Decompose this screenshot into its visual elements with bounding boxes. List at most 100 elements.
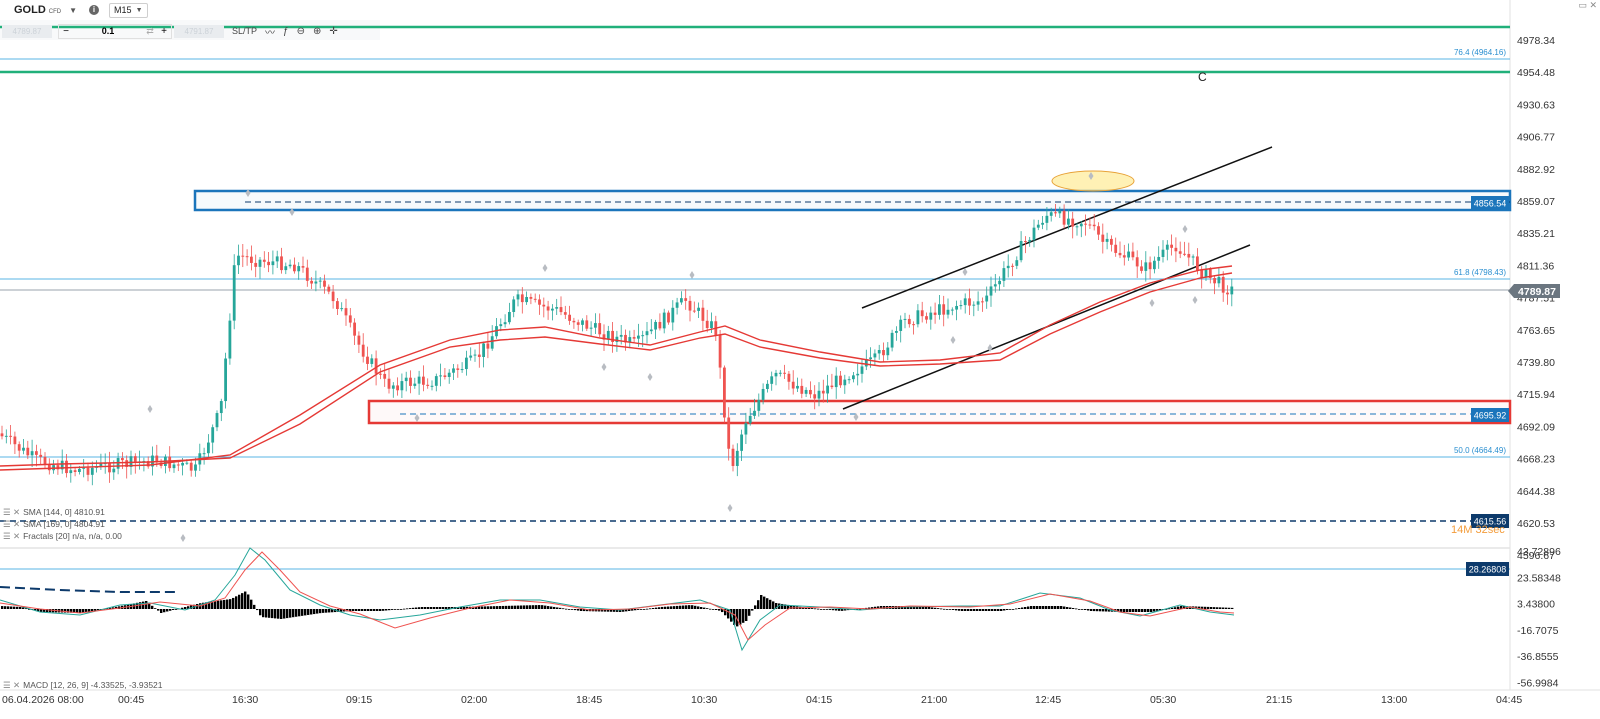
symbol-dropdown-icon[interactable]: ▼ [69,5,78,15]
resistance-price-label-bg [1471,196,1509,210]
macd-histogram-bar [622,609,625,612]
plus-icon[interactable]: + [161,25,167,37]
candle-body [723,367,726,418]
candle-body [499,324,503,327]
macd-histogram-bar [1213,607,1216,609]
macd-histogram-bar [214,601,217,609]
fractal-icon [1088,172,1094,180]
macd-histogram-bar [1093,609,1096,612]
macd-histogram-bar [817,608,820,610]
indicator-settings-icon[interactable]: ☰ ✕ [3,531,21,541]
macd-histogram-bar [568,609,571,610]
macd-histogram-bar [520,605,523,609]
candle-body [813,394,817,399]
candle-body [598,323,602,335]
macd-histogram-bar [436,607,439,609]
macd-histogram-bar [604,609,607,612]
macd-histogram-bar [535,605,538,609]
indicator-macd[interactable]: ☰ ✕ MACD [12, 26, 9] -4.33525, -3.93521 [3,680,163,691]
macd-histogram-bar [226,599,229,609]
macd-histogram-bar [259,609,262,616]
zoom-in-icon[interactable]: ⊕ [312,25,322,37]
volume-stepper[interactable]: − 0.1 ⇄ + [58,23,172,39]
candle-body [396,385,399,391]
candle-body [938,304,941,315]
macd-histogram-bar [961,609,964,611]
candle-body [447,372,451,377]
candle-body [998,280,1001,285]
crosshair-icon[interactable]: ✛ [329,25,338,37]
macd-histogram-bar [1180,606,1183,609]
time-axis-label: 12:45 [1035,694,1061,706]
macd-histogram-bar [106,608,109,610]
candle-body [692,310,696,312]
macd-histogram-bar [331,609,334,613]
one-click-trading-bar: 4789.87 − 0.1 ⇄ + 4791.87 SL/TP 〰 ƒ ⊖ ⊕ … [0,23,338,39]
macd-histogram-bar [1057,606,1060,609]
macd-histogram-bar [1039,606,1042,609]
macd-histogram-bar [910,606,913,609]
macd-histogram-bar [4,606,7,609]
time-axis-label: 02:00 [461,694,487,706]
macd-histogram-bar [646,608,649,610]
macd-histogram-bar [940,608,943,610]
macd-histogram-bar [82,609,85,613]
window-controls[interactable]: ▭ ✕ [1578,0,1597,10]
candle-body [409,377,412,386]
macd-histogram-bar [1174,607,1177,609]
candle-body [1079,223,1083,227]
macd-histogram-bar [202,602,205,609]
symbol-name[interactable]: GOLD [14,4,46,16]
price-axis-tick: 4930.63 [1517,99,1555,111]
candle-body [744,423,748,435]
candle-body [877,350,881,354]
candle-body [245,256,249,258]
info-icon[interactable]: i [89,5,100,15]
sltp-button[interactable]: SL/TP [232,26,258,36]
macd-histogram-bar [547,606,550,609]
macd-histogram-bar [262,609,265,618]
macd-histogram-bar [955,609,958,611]
candle-body [219,401,223,414]
macd-histogram-bar [577,609,580,611]
macd-histogram-bar [826,609,829,610]
macd-axis-tick: 43.72896 [1517,546,1561,558]
candle-countdown: 14M 32sec [1451,524,1505,536]
indicator-settings-icon[interactable]: ☰ ✕ [3,680,21,690]
candle-body [60,460,64,470]
low-price-label: 4615.56 [1474,517,1507,527]
indicator-settings-icon[interactable]: ☰ ✕ [3,507,21,517]
macd-histogram-bar [238,594,241,609]
macd-histogram-bar [34,609,37,611]
timeframe-select[interactable]: M15 ▼ [109,2,148,18]
buy-button[interactable]: 4791.87 [174,24,224,38]
swap-icon[interactable]: ⇄ [146,25,154,36]
minus-icon[interactable]: − [63,25,69,37]
volume-input[interactable]: 0.1 [101,25,115,36]
candle-body [1127,251,1130,258]
candle-body [589,327,593,329]
zoom-out-icon[interactable]: ⊖ [296,25,305,37]
macd-histogram-bar [352,609,355,611]
sell-button[interactable]: 4789.87 [2,24,52,38]
macd-axis-tick: 3.43800 [1517,599,1555,611]
macd-line [0,547,1235,652]
macd-histogram-bar [736,609,739,627]
macd-histogram-bar [1126,609,1129,612]
candle-body [925,316,928,320]
candle-body [856,373,860,376]
macd-histogram-bar [973,609,976,611]
drawing-tools-icon[interactable]: 〰 [265,27,276,39]
macd-histogram-bar [1087,609,1090,611]
indicator-sma-144[interactable]: ☰ ✕ SMA [144, 0] 4810.91 [3,507,105,518]
candle-body [56,465,60,470]
macd-histogram-bar [490,606,493,609]
macd-histogram-bar [832,609,835,611]
indicator-sma-169[interactable]: ☰ ✕ SMA [169, 0] 4804.91 [3,519,105,530]
indicators-icon[interactable]: ƒ [283,25,289,37]
indicator-settings-icon[interactable]: ☰ ✕ [3,519,21,529]
indicator-fractals[interactable]: ☰ ✕ Fractals [20] n/a, n/a, 0.00 [3,531,122,542]
low-price-label-bg [1471,514,1509,528]
macd-histogram-bar [808,607,811,609]
